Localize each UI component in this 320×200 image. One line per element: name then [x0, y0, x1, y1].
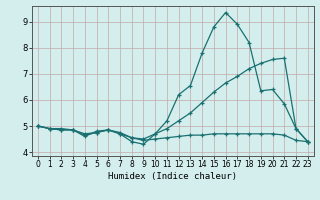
X-axis label: Humidex (Indice chaleur): Humidex (Indice chaleur) [108, 172, 237, 181]
